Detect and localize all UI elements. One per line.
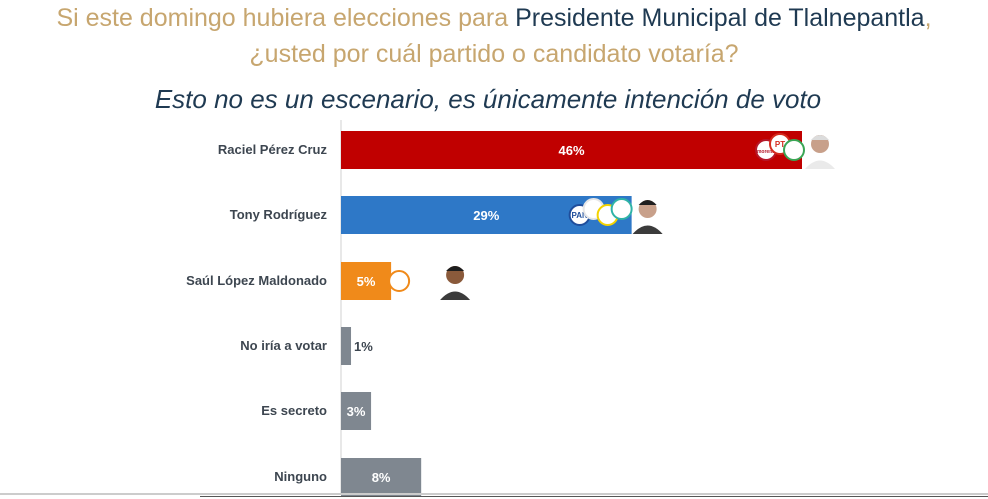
party-logo-text: PAN: [571, 211, 588, 220]
question-part1: Si este domingo hubiera elecciones para: [56, 4, 516, 32]
candidate-hair-icon: [811, 135, 829, 140]
category-label: Tony Rodríguez: [230, 207, 328, 222]
value-label: 1%: [354, 339, 373, 354]
candidate-body-icon: [440, 291, 471, 300]
party-logo-text: morena: [757, 149, 775, 155]
bar: [341, 131, 802, 169]
question-line-1: Si este domingo hubiera elecciones para …: [0, 4, 988, 33]
question-comma: ,: [924, 4, 932, 32]
candidate-body-icon: [805, 160, 835, 169]
party-logo-text: PT: [775, 140, 785, 149]
value-label: 29%: [473, 208, 499, 223]
chart-subtitle: Esto no es un escenario, es únicamente i…: [154, 84, 822, 114]
candidate-hair-icon: [446, 266, 465, 271]
category-label: Ninguno: [274, 469, 327, 484]
bar: [341, 327, 352, 365]
party-logo-icon: [610, 198, 633, 220]
question-office: Presidente Municipal de Tlalnepantla: [515, 4, 925, 32]
bottom-border: [0, 493, 988, 495]
category-label: Es secreto: [261, 403, 327, 418]
value-label: 5%: [357, 274, 376, 289]
bar: [341, 262, 392, 300]
bar: [341, 392, 372, 430]
party-logo-icon: [783, 139, 805, 161]
candidate-body-icon: [632, 225, 663, 234]
value-label: 8%: [372, 470, 391, 485]
category-label: Raciel Pérez Cruz: [218, 142, 328, 157]
category-label: No iría a votar: [240, 338, 327, 353]
party-logo-icon: [388, 270, 411, 292]
question-line-2: ¿usted por cuál partido o candidato vota…: [249, 40, 739, 68]
bottom-rule: [200, 496, 988, 497]
category-label: Saúl López Maldonado: [186, 273, 327, 288]
value-label: 3%: [347, 404, 366, 419]
value-label: 46%: [558, 143, 584, 158]
bar: [341, 458, 422, 496]
candidate-hair-icon: [638, 200, 657, 205]
